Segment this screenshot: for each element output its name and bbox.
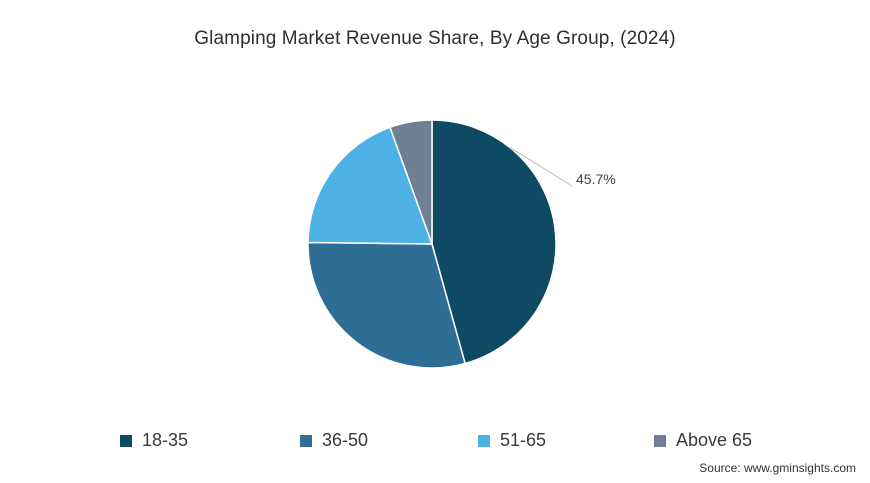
legend-label-18-35: 18-35	[142, 430, 189, 450]
legend-swatch-above-65	[654, 434, 666, 447]
legend-swatch-18-35	[120, 434, 132, 447]
pie-slice-36-50	[307, 241, 467, 369]
chart-legend: 18-35 36-50 51-65 Above 65	[0, 430, 870, 458]
chart-title: Glamping Market Revenue Share, By Age Gr…	[194, 28, 676, 49]
pie-slice-51-65	[307, 126, 434, 245]
legend-item-18-35: 18-35	[120, 430, 188, 451]
legend-item-36-50: 36-50	[300, 430, 368, 451]
legend-label-above-65: Above 65	[676, 430, 753, 450]
legend-swatch-51-65	[478, 434, 490, 447]
pie-slice-18-35	[431, 119, 557, 365]
source-note: Source: www.gminsights.com	[699, 461, 856, 475]
legend-label-51-65: 51-65	[500, 430, 547, 450]
legend-item-51-65: 51-65	[478, 430, 546, 451]
pie-slice-above-65	[389, 119, 433, 245]
legend-item-above-65: Above 65	[654, 430, 752, 451]
leader-line-18-35	[509, 146, 573, 187]
data-label-18-35: 45.7%	[576, 171, 616, 187]
legend-label-36-50: 36-50	[322, 430, 369, 450]
legend-swatch-36-50	[300, 434, 312, 447]
